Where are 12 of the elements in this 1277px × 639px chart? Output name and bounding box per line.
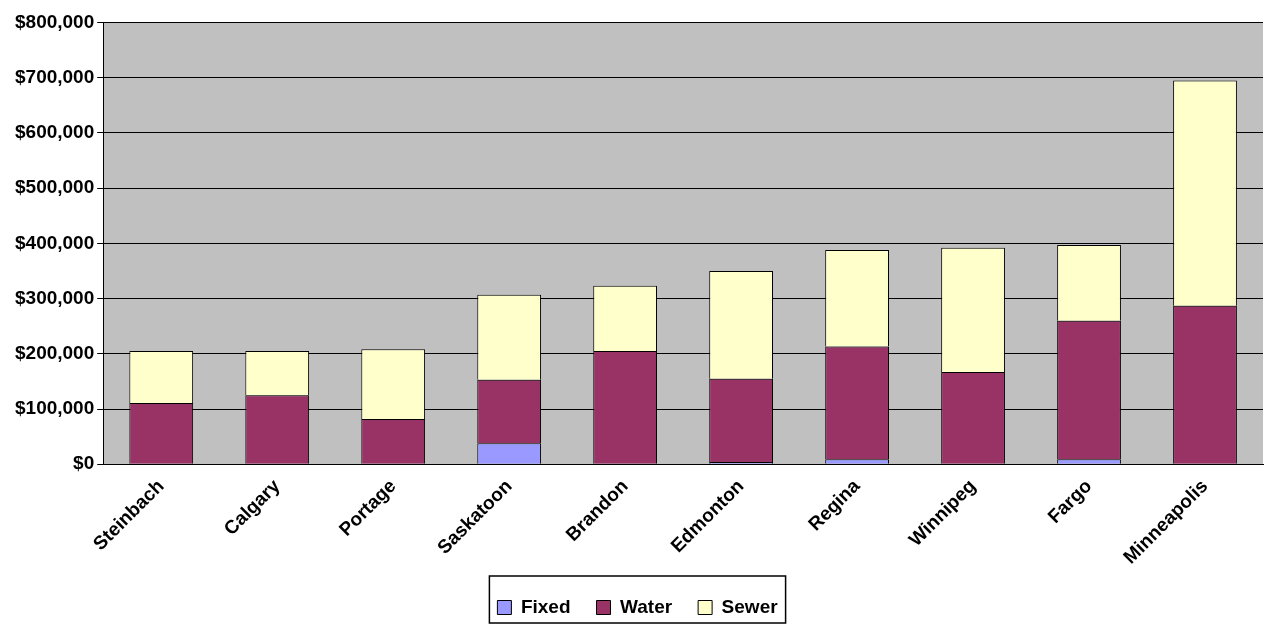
- legend-label: Sewer: [721, 595, 779, 617]
- y-tick-label: $100,000: [15, 397, 95, 419]
- legend-label: Water: [620, 595, 673, 617]
- y-tick-label: $200,000: [15, 342, 95, 364]
- y-tick-label: $300,000: [15, 286, 95, 308]
- y-tick-label: $400,000: [15, 231, 95, 253]
- legend-label: Fixed: [520, 595, 571, 617]
- y-tick-label: $0: [73, 452, 95, 474]
- y-tick-label: $700,000: [15, 65, 95, 87]
- y-tick-label: $800,000: [15, 10, 95, 32]
- y-tick-label: $500,000: [15, 176, 95, 198]
- y-tick-label: $600,000: [15, 121, 95, 143]
